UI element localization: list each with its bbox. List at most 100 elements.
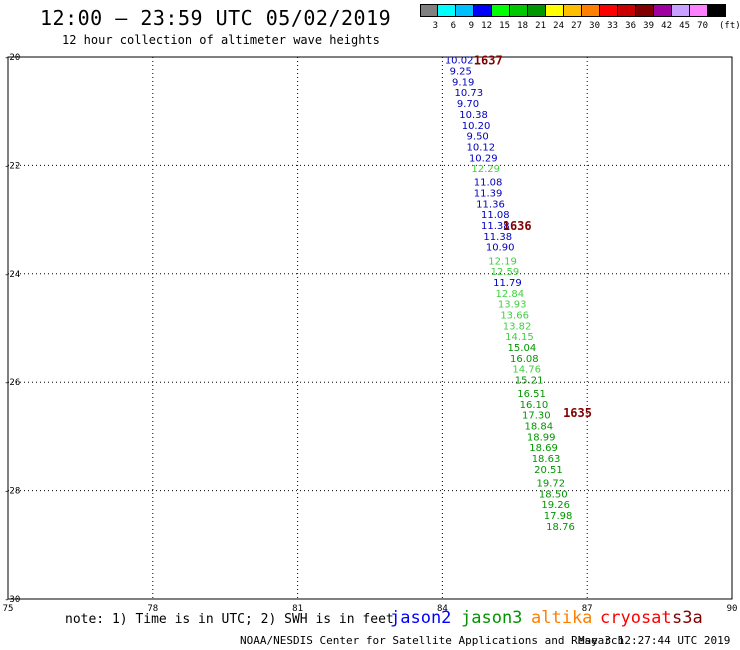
swh-data-label: 12.84 bbox=[495, 289, 524, 300]
colorbar-tick-label: 36 bbox=[625, 21, 636, 31]
swh-data-label: 19.26 bbox=[541, 500, 570, 511]
swh-data-label: 18.69 bbox=[529, 443, 558, 454]
swh-data-label: 19.72 bbox=[537, 478, 566, 489]
y-tick-label: -26 bbox=[4, 378, 20, 388]
colorbar-tick-label: 6 bbox=[450, 21, 456, 31]
colorbar-tick-label: 27 bbox=[571, 21, 582, 31]
swh-data-label: 9.70 bbox=[457, 99, 479, 110]
swh-data-label: 20.51 bbox=[534, 465, 563, 476]
colorbar-swatch bbox=[528, 4, 546, 17]
swh-data-label: 15.04 bbox=[508, 343, 537, 354]
colorbar-tick-label: 45 bbox=[679, 21, 690, 31]
swh-data-label: 9.50 bbox=[467, 132, 489, 143]
swh-data-label: 18.76 bbox=[546, 522, 575, 533]
satellite-s3a: s3a bbox=[672, 608, 703, 628]
swh-data-label: 17.30 bbox=[522, 411, 551, 422]
swh-data-label: 11.36 bbox=[476, 199, 505, 210]
chart-subtitle: 12 hour collection of altimeter wave hei… bbox=[62, 33, 380, 47]
colorbar-tick-label: 42 bbox=[661, 21, 672, 31]
swh-data-label: 18.84 bbox=[524, 422, 553, 433]
swh-data-label: 9.25 bbox=[450, 67, 472, 78]
swh-data-label: 18.63 bbox=[532, 454, 561, 465]
colorbar-tick-label: 18 bbox=[517, 21, 528, 31]
swh-data-label: 13.82 bbox=[503, 321, 532, 332]
footer-credit: NOAA/NESDIS Center for Satellite Applica… bbox=[240, 634, 625, 647]
colorbar-swatch bbox=[636, 4, 654, 17]
swh-data-label: 10.38 bbox=[459, 110, 488, 121]
y-tick-label: -24 bbox=[4, 270, 20, 280]
swh-data-label: 18.50 bbox=[539, 489, 568, 500]
satellite-jason2: jason2 bbox=[390, 608, 452, 628]
track-number-label: 1635 bbox=[563, 406, 592, 420]
colorbar-swatch bbox=[564, 4, 582, 17]
track-number-label: 1637 bbox=[474, 54, 503, 68]
swh-data-label: 18.99 bbox=[527, 432, 556, 443]
y-tick-label: -28 bbox=[4, 487, 20, 497]
swh-data-label: 16.10 bbox=[520, 400, 549, 411]
swh-data-label: 11.08 bbox=[481, 210, 510, 221]
x-tick-label: 90 bbox=[727, 604, 738, 614]
colorbar-swatch bbox=[420, 4, 438, 17]
colorbar-swatch bbox=[546, 4, 564, 17]
swh-data-label: 9.19 bbox=[452, 77, 474, 88]
x-tick-label: 78 bbox=[147, 604, 158, 614]
footer-note: note: 1) Time is in UTC; 2) SWH is in fe… bbox=[65, 612, 394, 627]
footer-timestamp: May 3 12:27:44 UTC 2019 bbox=[578, 634, 731, 647]
x-tick-label: 75 bbox=[3, 604, 14, 614]
y-tick-label: -20 bbox=[4, 53, 20, 63]
swh-data-label: 13.66 bbox=[500, 310, 529, 321]
colorbar bbox=[420, 4, 726, 17]
y-tick-label: -30 bbox=[4, 595, 20, 605]
swh-data-label: 15.21 bbox=[515, 375, 544, 386]
colorbar-tick-label: 3 bbox=[432, 21, 438, 31]
satellite-altika: altika bbox=[531, 608, 593, 628]
colorbar-tick-label: 30 bbox=[589, 21, 600, 31]
colorbar-tick-label: 70 bbox=[697, 21, 708, 31]
swh-data-label: 10.20 bbox=[462, 121, 491, 132]
swh-data-label: 10.73 bbox=[454, 88, 483, 99]
colorbar-tick-label: 24 bbox=[553, 21, 564, 31]
colorbar-tick-label: 15 bbox=[499, 21, 510, 31]
colorbar-swatch bbox=[672, 4, 690, 17]
colorbar-unit: (ft) bbox=[719, 21, 740, 31]
swh-data-label: 10.12 bbox=[467, 142, 496, 153]
swh-data-label: 12.59 bbox=[491, 267, 520, 278]
swh-data-label: 11.79 bbox=[493, 278, 522, 289]
swh-data-label: 10.02 bbox=[445, 56, 474, 67]
swh-data-label: 10.90 bbox=[486, 243, 515, 254]
colorbar-swatch bbox=[690, 4, 708, 17]
satellite-jason3: jason3 bbox=[461, 608, 523, 628]
swh-data-label: 12.29 bbox=[471, 164, 500, 175]
colorbar-ticks: 3 6 9 12 15 18 21 24 27 30 33 36 39 42 45 70 bbox=[420, 21, 708, 31]
swh-data-label: 16.51 bbox=[517, 389, 546, 400]
swh-data-label: 11.08 bbox=[474, 178, 503, 189]
x-tick-label: 87 bbox=[582, 604, 593, 614]
colorbar-swatch bbox=[708, 4, 726, 17]
swh-data-label: 16.08 bbox=[510, 354, 539, 365]
x-tick-label: 84 bbox=[437, 604, 448, 614]
colorbar-swatch bbox=[582, 4, 600, 17]
satellite-cryosat: cryosat bbox=[600, 608, 672, 628]
swh-data-label: 11.38 bbox=[483, 232, 512, 243]
chart-title: 12:00 — 23:59 UTC 05/02/2019 bbox=[40, 6, 392, 30]
plot-frame bbox=[7, 56, 733, 600]
swh-data-label: 17.98 bbox=[544, 511, 573, 522]
colorbar-swatch bbox=[492, 4, 510, 17]
colorbar-swatch bbox=[510, 4, 528, 17]
swh-data-label: 12.19 bbox=[488, 256, 517, 267]
colorbar-tick-label: 33 bbox=[607, 21, 618, 31]
swh-data-label: 11.38 bbox=[481, 221, 510, 232]
swh-data-label: 14.15 bbox=[505, 332, 534, 343]
colorbar-swatch bbox=[618, 4, 636, 17]
colorbar-swatch bbox=[474, 4, 492, 17]
colorbar-tick-label: 39 bbox=[643, 21, 654, 31]
colorbar-swatch bbox=[438, 4, 456, 17]
colorbar-swatch bbox=[654, 4, 672, 17]
x-tick-label: 81 bbox=[292, 604, 303, 614]
colorbar-swatch bbox=[456, 4, 474, 17]
swh-data-label: 13.93 bbox=[498, 300, 527, 311]
swh-data-label: 10.29 bbox=[469, 153, 498, 164]
y-tick-label: -22 bbox=[4, 161, 20, 171]
colorbar-tick-label: 9 bbox=[468, 21, 474, 31]
